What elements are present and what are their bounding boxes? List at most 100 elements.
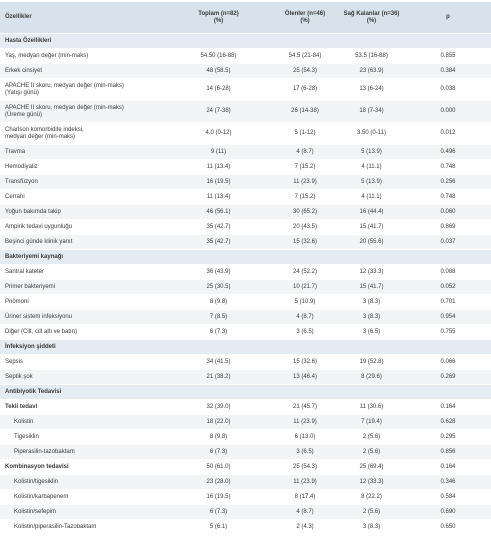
cell-text: Cerrahi [5, 193, 25, 200]
cell-text: Transfüzyon [5, 178, 38, 185]
cell-value: 11 (30.6) [338, 399, 405, 415]
row-label: Pnömoni [0, 294, 165, 310]
cell-value: 0.650 [405, 519, 491, 535]
cell-value: 4.0 (0-12) [165, 122, 272, 145]
table-row: Kolistin/tigesiklin 23 (28.0) 11 (23.9) 12 … [0, 474, 491, 490]
cell-text: Sepsis [5, 358, 24, 365]
cell-value: 8 (22.2) [338, 489, 405, 505]
cell-value: 18 (7-34) [338, 100, 405, 123]
cell-value: 0.060 [405, 204, 491, 220]
cell-value: 10 (21.7) [272, 279, 338, 295]
cell-value: 53.5 (16-88) [338, 48, 405, 64]
cell-text: Üriner sistem infeksiyonu [5, 313, 73, 320]
table-row: Yaş, medyan değer (min-maks) 54.50 (16-88… [0, 48, 491, 64]
cell-value: 4 (8.7) [272, 504, 338, 520]
cell-value: 11 (13.4) [165, 159, 272, 175]
row-label: Yoğun bakımda takip [0, 204, 165, 220]
cell-value: 2 (4.3) [272, 519, 338, 535]
cell-value: 24 (52.2) [272, 264, 338, 280]
cell-text: Kolistin [14, 418, 34, 425]
cell-value: 7 (19.4) [338, 414, 405, 430]
cell-value: 9 (11) [165, 144, 272, 160]
cell-value: 6 (7.3) [165, 504, 272, 520]
cell-value: 3 (8.3) [338, 294, 405, 310]
cell-value: 0.855 [405, 48, 491, 64]
cell-value: 15 (41.7) [338, 219, 405, 235]
cell-value: 4 (8.7) [272, 144, 338, 160]
cell-value: 30 (65.2) [272, 204, 338, 220]
section-row: Bakteriyemi kaynağı [0, 249, 491, 265]
cell-value: 25 (54.3) [272, 459, 338, 475]
cell-text: Primer bakteriyemi [5, 283, 56, 290]
cell-text: Yoğun bakımda takip [5, 208, 61, 215]
cell-value: 16 (44.4) [338, 204, 405, 220]
row-label: Hemodiyaliz [0, 159, 165, 175]
cell-value: 17 (6-28) [272, 78, 338, 101]
cell-value: 20 (43.5) [272, 219, 338, 235]
cell-value: 0.755 [405, 324, 491, 340]
cell-value: 0.748 [405, 159, 491, 175]
cell-value: 2 (5.6) [338, 504, 405, 520]
cell-text: Ölenler (n=46) [284, 10, 326, 17]
cell-text: APACHE II skoru, medyan değer (min-maks) [5, 104, 124, 111]
cell-value: 0.628 [405, 414, 491, 430]
section-row: İnfeksiyon şiddeti [0, 339, 491, 355]
cell-value: 0.295 [405, 429, 491, 445]
cell-text: Kolistin/tigesiklin [14, 478, 59, 485]
row-label: Tigesiklin [0, 429, 165, 445]
table-row: Septik şok 21 (38.2) 13 (46.4) 8 (29.6) 0.26… [0, 369, 491, 385]
cell-text: APACHE II skoru, medyan değer (min-maks) [5, 82, 124, 89]
row-label: Erkek cinsiyet [0, 63, 165, 79]
cell-value: 0.164 [405, 399, 491, 415]
cell-text: Tigesiklin [14, 433, 39, 440]
table-row: Transfüzyon 16 (19.5) 11 (23.9) 5 (13.9) 0.2… [0, 174, 491, 190]
cell-value: 21 (38.2) [165, 369, 272, 385]
table-row: Üriner sistem infeksiyonu 7 (8.5) 4 (8.7) 3… [0, 309, 491, 325]
header-cell: Sağ Kalanlar (n=36) (%) [338, 2, 405, 34]
cell-value: 14 (6-28) [165, 78, 272, 101]
row-label: Charlson komorbidite indeksi, medyan değe… [0, 122, 165, 145]
cell-value: 23 (28.0) [165, 474, 272, 490]
cell-value: 23 (63.9) [338, 63, 405, 79]
cell-text: Hemodiyaliz [5, 163, 38, 170]
cell-value: 0.496 [405, 144, 491, 160]
cell-text: Travma [5, 148, 26, 155]
row-label: Kombinasyon tedavisi [0, 459, 165, 475]
row-label: Piperasilin-tazobaktam [0, 444, 165, 460]
cell-value: 48 (58.5) [165, 63, 272, 79]
cell-value: 11 (23.9) [272, 414, 338, 430]
cell-value: 26 (14-38) [272, 100, 338, 123]
cell-value: 8 (17.4) [272, 489, 338, 505]
cell-text: Tekli tedavi [5, 403, 38, 410]
cell-value: 6 (7.3) [165, 324, 272, 340]
cell-value: 20 (55.6) [338, 234, 405, 250]
table-row: Santral kateter 36 (43.9) 24 (52.2) 12 (33.… [0, 264, 491, 280]
row-label: Transfüzyon [0, 174, 165, 190]
section-title: Hasta Özellikleri [0, 33, 491, 49]
cell-value: 16 (19.5) [165, 174, 272, 190]
section-title: Antibiyotik Tedavisi [0, 384, 491, 400]
row-label: APACHE II skoru, medyan değer (min-maks)… [0, 100, 165, 123]
cell-value: 0.701 [405, 294, 491, 310]
cell-text: medyan değer (min-maks) [5, 133, 76, 140]
cell-value: 6 (7.3) [165, 444, 272, 460]
cell-value: 19 (52.8) [338, 354, 405, 370]
table-row: Kolistin/piperasilin-Tazobaktam 5 (6.1) 2 … [0, 519, 491, 535]
row-label: Kolistin/sefepim [0, 504, 165, 520]
cell-value: 35 (42.7) [165, 234, 272, 250]
cell-value: 13 (46.4) [272, 369, 338, 385]
cell-text: Diğer (Cilt, cilt altı ve batın) [5, 328, 78, 335]
row-label: Primer bakteriyemi [0, 279, 165, 295]
cell-value: 8 (9.8) [165, 294, 272, 310]
cell-text: Toplam (n=82) [198, 10, 239, 17]
row-label: Cerrahi [0, 189, 165, 205]
cell-value: 3 (6.5) [272, 324, 338, 340]
cell-value: 5 (13.9) [338, 144, 405, 160]
table-row: Kombinasyon tedavisi 50 (61.0) 25 (54.3) 25… [0, 459, 491, 475]
cell-text: Charlson komorbidite indeksi, [5, 126, 84, 133]
cell-value: 0.164 [405, 459, 491, 475]
cell-value: 36 (43.9) [165, 264, 272, 280]
cell-value: 15 (32.6) [272, 354, 338, 370]
section-row: Hasta Özellikleri [0, 33, 491, 49]
